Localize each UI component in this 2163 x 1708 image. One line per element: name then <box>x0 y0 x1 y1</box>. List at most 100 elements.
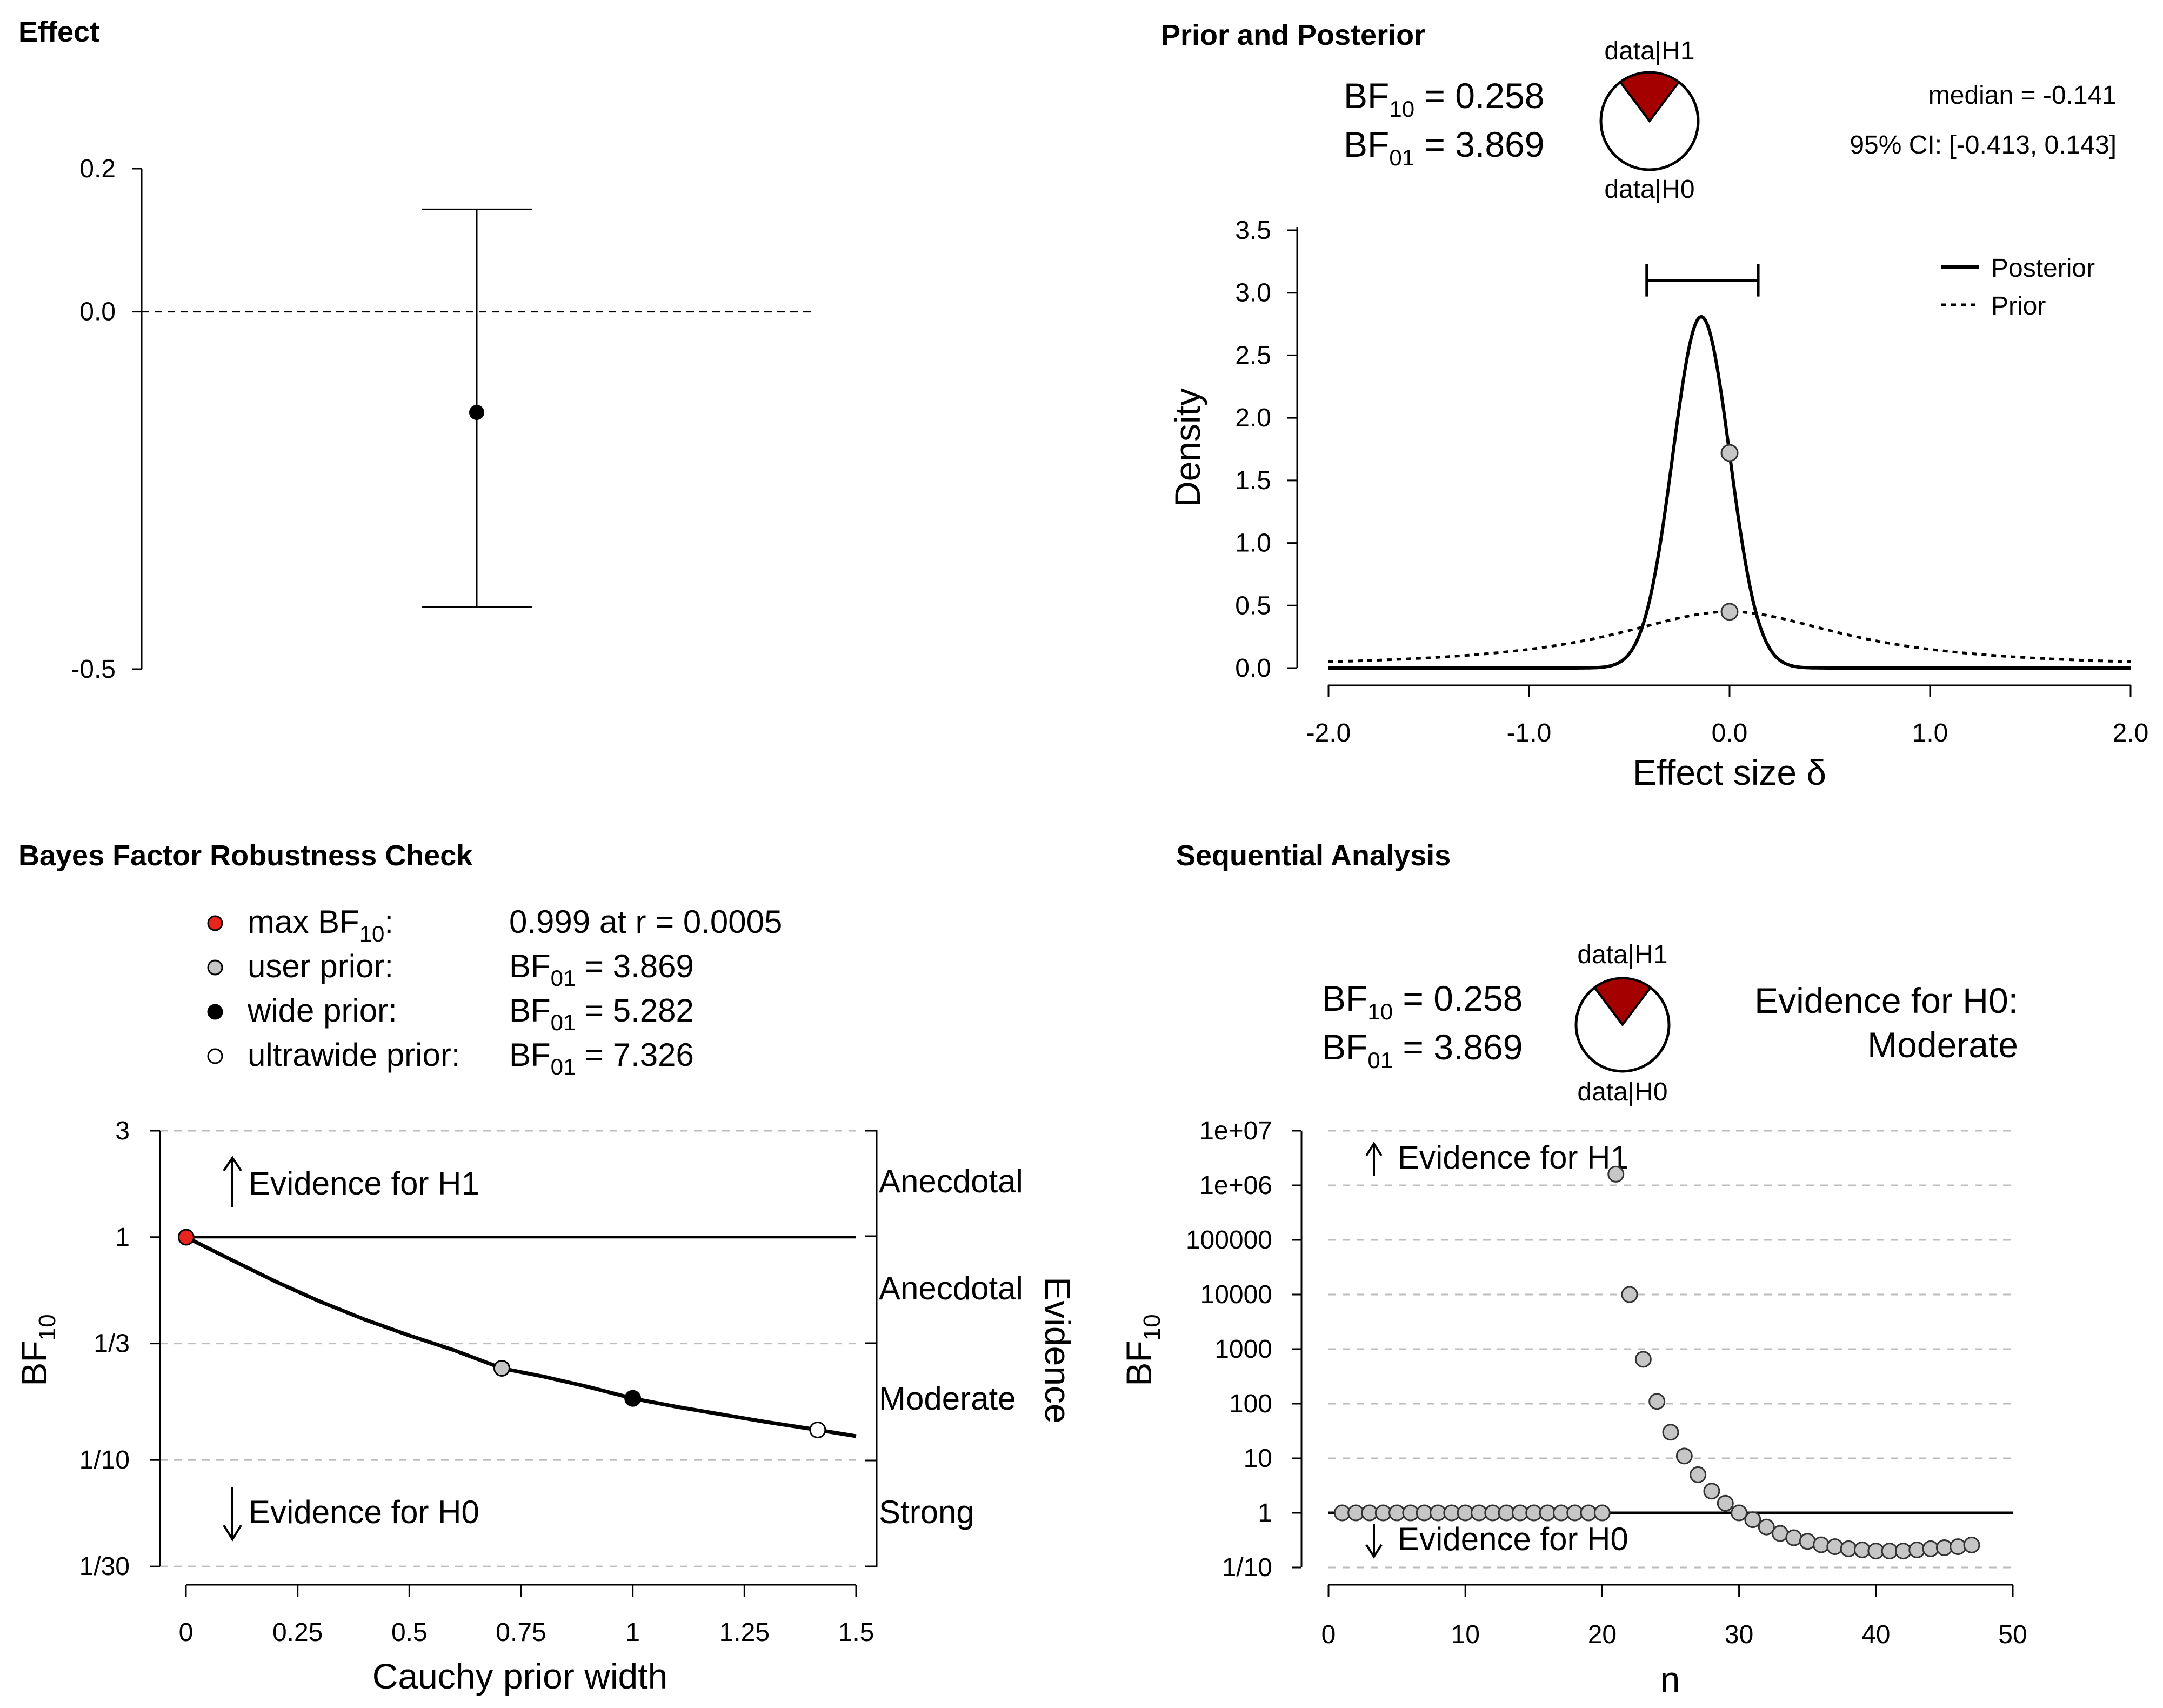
legend-posterior-label: Posterior <box>1991 254 2095 283</box>
pp-y-tick-label: 2.5 <box>1235 341 1271 370</box>
pp-y-tick-label: 3.0 <box>1235 279 1271 308</box>
pp-y-tick-label: 2.0 <box>1235 404 1271 432</box>
rob-legend-marker <box>207 1004 223 1020</box>
rob-legend-marker <box>207 959 223 976</box>
pp-bf10-text: BF10 = 0.258 <box>1344 76 1544 122</box>
pp-density-point <box>1720 603 1739 621</box>
rob-y-label: BF10 <box>14 1314 61 1386</box>
pp-y-tick-label: 1.5 <box>1235 466 1271 495</box>
pp-x-tick-label: -1.0 <box>1507 719 1552 748</box>
seq-y-tick-label: 1 <box>1258 1499 1272 1527</box>
seq-bf01-text: BF01 = 3.869 <box>1322 1027 1523 1073</box>
rob-max-bf-point <box>177 1229 195 1246</box>
rob-legend-value: BF01 = 3.869 <box>509 948 694 991</box>
rob-x-tick-label: 1 <box>625 1618 640 1647</box>
rob-x-tick-label: 1.5 <box>838 1618 874 1647</box>
seq-bf-point <box>1634 1351 1652 1368</box>
seq-y-tick-label: 10000 <box>1200 1280 1272 1309</box>
seq-bf-point <box>1471 1504 1488 1522</box>
seq-bf-point <box>1950 1538 1967 1556</box>
rob-arrow-down-icon <box>223 1487 242 1542</box>
seq-x-tick-label: 40 <box>1861 1620 1890 1649</box>
seq-bf-point <box>1690 1466 1707 1483</box>
rob-y-tick-label: 1/30 <box>79 1552 130 1581</box>
seq-bf-point <box>1772 1525 1789 1542</box>
seq-bf-point <box>1374 1504 1392 1522</box>
pp-density-point <box>1720 444 1739 462</box>
seq-y-label: BF10 <box>1119 1314 1165 1386</box>
seq-bf-point <box>1840 1540 1857 1557</box>
seq-bf-point <box>1333 1504 1351 1522</box>
seq-bf-point <box>1511 1504 1528 1522</box>
seq-evidence-h1: Evidence for H1 <box>1398 1139 1628 1176</box>
rob-legend-value: BF01 = 7.326 <box>509 1037 694 1079</box>
rob-evidence-h1: Evidence for H1 <box>249 1165 479 1202</box>
effect-y-tick-label: 0.2 <box>79 155 116 183</box>
pp-x-label: Effect size δ <box>1633 752 1826 792</box>
seq-arrow-down-icon <box>1365 1524 1383 1559</box>
seq-bf-point <box>1539 1504 1556 1522</box>
seq-bf-point <box>1867 1543 1885 1560</box>
seq-x-tick-label: 10 <box>1451 1620 1480 1649</box>
rob-category: Anecdotal <box>879 1163 1023 1199</box>
rob-legend-marker <box>207 1048 223 1064</box>
rob-category: Anecdotal <box>879 1270 1023 1306</box>
pp-bf01-text: BF01 = 3.869 <box>1344 124 1544 170</box>
seq-bf-point <box>1552 1504 1570 1522</box>
seq-evidence-title: Evidence for H0: <box>1754 980 2018 1020</box>
rob-evidence-axis-label: Evidence <box>1038 1277 1078 1424</box>
seq-bf-point <box>1826 1538 1844 1556</box>
seq-y-tick-label: 10 <box>1244 1444 1272 1473</box>
seq-x-label: n <box>1660 1659 1680 1699</box>
robustness-plot: max BF10: 0.999 at r = 0.0005 user prior: B… <box>14 904 1078 1696</box>
seq-bf-point <box>1853 1541 1871 1558</box>
seq-bf-point <box>1580 1504 1597 1522</box>
seq-bf-point <box>1347 1504 1365 1522</box>
seq-bf-point <box>1675 1447 1693 1465</box>
pp-x-tick-label: 0.0 <box>1712 719 1748 748</box>
sequential-plot: BF10 = 0.258 BF01 = 3.869 data|H1 data|H… <box>1119 940 2027 1699</box>
seq-bf-point <box>1525 1504 1543 1522</box>
seq-x-tick-label: 20 <box>1588 1620 1617 1649</box>
seq-bf-point <box>1662 1424 1679 1441</box>
pp-pie-chart <box>1599 71 1700 171</box>
rob-evidence-bracket <box>865 1130 878 1567</box>
effect-plot: 0.2 0.0 -0.5 <box>71 155 811 684</box>
pp-ci-text: 95% CI: [-0.413, 0.143] <box>1850 131 2117 159</box>
pp-y-tick-label: 0.5 <box>1235 591 1271 620</box>
rob-legend-label: wide prior: <box>247 992 397 1029</box>
seq-bf10-text: BF10 = 0.258 <box>1322 978 1523 1024</box>
rob-x-tick-label: 0.75 <box>496 1618 546 1647</box>
seq-pie-bottom-label: data|H0 <box>1577 1078 1667 1106</box>
seq-evidence-h0: Evidence for H0 <box>1398 1521 1628 1557</box>
rob-y-tick-label: 1 <box>115 1223 130 1252</box>
seq-y-tick-label: 1e+06 <box>1199 1171 1272 1200</box>
seq-bf-point <box>1744 1511 1761 1529</box>
seq-bf-point <box>1566 1504 1584 1522</box>
seq-bf-point <box>1799 1533 1816 1550</box>
seq-bf-point <box>1648 1393 1666 1410</box>
prior-posterior-plot: BF10 = 0.258 BF01 = 3.869 data|H1 data|H… <box>1167 37 2148 792</box>
sequential-title: Sequential Analysis <box>1176 839 1451 872</box>
rob-user-prior-point <box>493 1359 510 1377</box>
pp-x-tick-label: 1.0 <box>1912 719 1948 748</box>
seq-bf-point <box>1908 1541 1926 1558</box>
seq-y-tick-label: 1/10 <box>1222 1553 1272 1582</box>
seq-bf-point <box>1963 1536 1980 1553</box>
seq-y-tick-label: 1000 <box>1214 1335 1272 1364</box>
seq-bf-point <box>1443 1504 1460 1522</box>
rob-legend-marker <box>207 915 223 931</box>
rob-y-tick-label: 1/3 <box>94 1330 130 1358</box>
pp-y-tick-label: 0.0 <box>1235 654 1271 683</box>
seq-bf-point <box>1881 1543 1898 1560</box>
rob-legend-label: max BF10: <box>248 904 393 946</box>
rob-wide-prior-point <box>624 1390 642 1407</box>
pp-y-label: Density <box>1167 388 1207 507</box>
seq-bf-point <box>1402 1504 1419 1522</box>
seq-bf-point <box>1430 1504 1447 1522</box>
pp-median-text: median = -0.141 <box>1928 81 2117 110</box>
rob-category: Strong <box>879 1494 974 1530</box>
seq-bf-point <box>1607 1165 1625 1183</box>
seq-y-tick-label: 100000 <box>1186 1226 1272 1255</box>
